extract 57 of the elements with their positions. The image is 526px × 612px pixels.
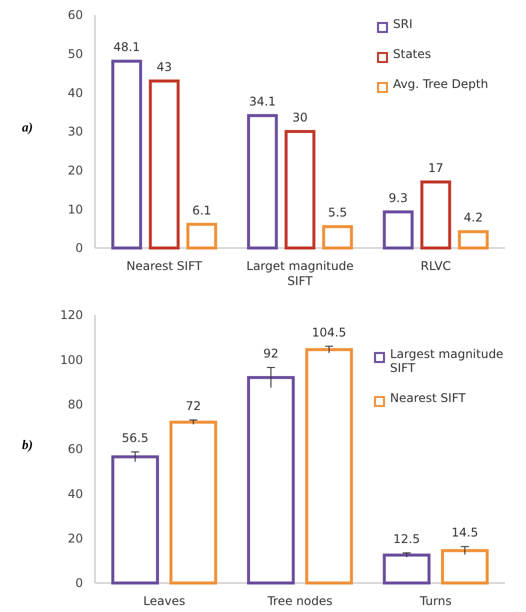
data-label: 9.3 bbox=[388, 190, 408, 205]
y-tick-label: 50 bbox=[68, 47, 83, 62]
y-tick-label: 30 bbox=[68, 124, 83, 139]
data-label: 30 bbox=[292, 110, 308, 124]
y-tick-label: 20 bbox=[68, 532, 83, 546]
bar bbox=[441, 549, 489, 584]
y-tick-label: 60 bbox=[68, 8, 83, 22]
bar bbox=[284, 130, 316, 250]
text: a) bbox=[22, 120, 33, 134]
bar bbox=[111, 60, 142, 250]
y-tick-label: 80 bbox=[68, 398, 83, 412]
y-tick-label: 10 bbox=[68, 202, 83, 216]
legend-label: Avg. Tree Depth bbox=[393, 77, 488, 91]
data-label: 48.1 bbox=[113, 40, 140, 54]
x-tick-label: RLVC bbox=[420, 259, 451, 273]
text: b) bbox=[22, 437, 33, 452]
data-label: 56.5 bbox=[122, 430, 149, 445]
data-label: 72 bbox=[186, 398, 201, 413]
data-label: 4.2 bbox=[464, 210, 483, 225]
bar bbox=[111, 455, 159, 584]
data-label: 6.1 bbox=[192, 203, 212, 218]
bar bbox=[420, 180, 452, 250]
bar bbox=[305, 348, 353, 584]
legend-label: States bbox=[393, 47, 432, 61]
y-tick-label: 40 bbox=[68, 486, 83, 501]
bar bbox=[382, 210, 414, 250]
data-label: 17 bbox=[428, 160, 444, 175]
y-tick-label: 20 bbox=[68, 164, 83, 178]
data-label: 43 bbox=[156, 60, 172, 74]
x-tick-label: Turns bbox=[418, 594, 452, 608]
data-label: 34.1 bbox=[249, 94, 276, 109]
data-label: 92 bbox=[263, 346, 279, 360]
x-tick-label: Leaves bbox=[143, 594, 186, 608]
bar bbox=[148, 80, 180, 250]
legend-label: Largest magnitude SIFT bbox=[390, 347, 504, 375]
bar bbox=[382, 554, 431, 584]
y-tick-label: 100 bbox=[60, 352, 83, 367]
x-tick-label: Larget magnitude SIFT bbox=[246, 259, 354, 288]
bar bbox=[247, 114, 278, 250]
y-tick-label: 40 bbox=[68, 86, 83, 100]
bar bbox=[247, 376, 295, 584]
legend-label: SRI bbox=[393, 17, 412, 31]
bar bbox=[322, 225, 353, 250]
y-tick-label: 0 bbox=[75, 576, 83, 590]
legend-label: Nearest SIFT bbox=[390, 391, 466, 405]
bar bbox=[458, 230, 489, 250]
data-label: 12.5 bbox=[393, 532, 420, 546]
bar bbox=[186, 222, 218, 250]
y-tick-label: 60 bbox=[68, 442, 83, 456]
data-label: 5.5 bbox=[328, 206, 348, 220]
data-label: 14.5 bbox=[451, 526, 478, 540]
y-tick-label: 120 bbox=[60, 308, 83, 322]
bar bbox=[169, 420, 218, 584]
y-tick-label: 0 bbox=[75, 241, 83, 256]
x-tick-label: Tree nodes bbox=[266, 594, 333, 608]
data-label: 104.5 bbox=[312, 325, 346, 340]
x-tick-label: Nearest SIFT bbox=[126, 259, 203, 273]
